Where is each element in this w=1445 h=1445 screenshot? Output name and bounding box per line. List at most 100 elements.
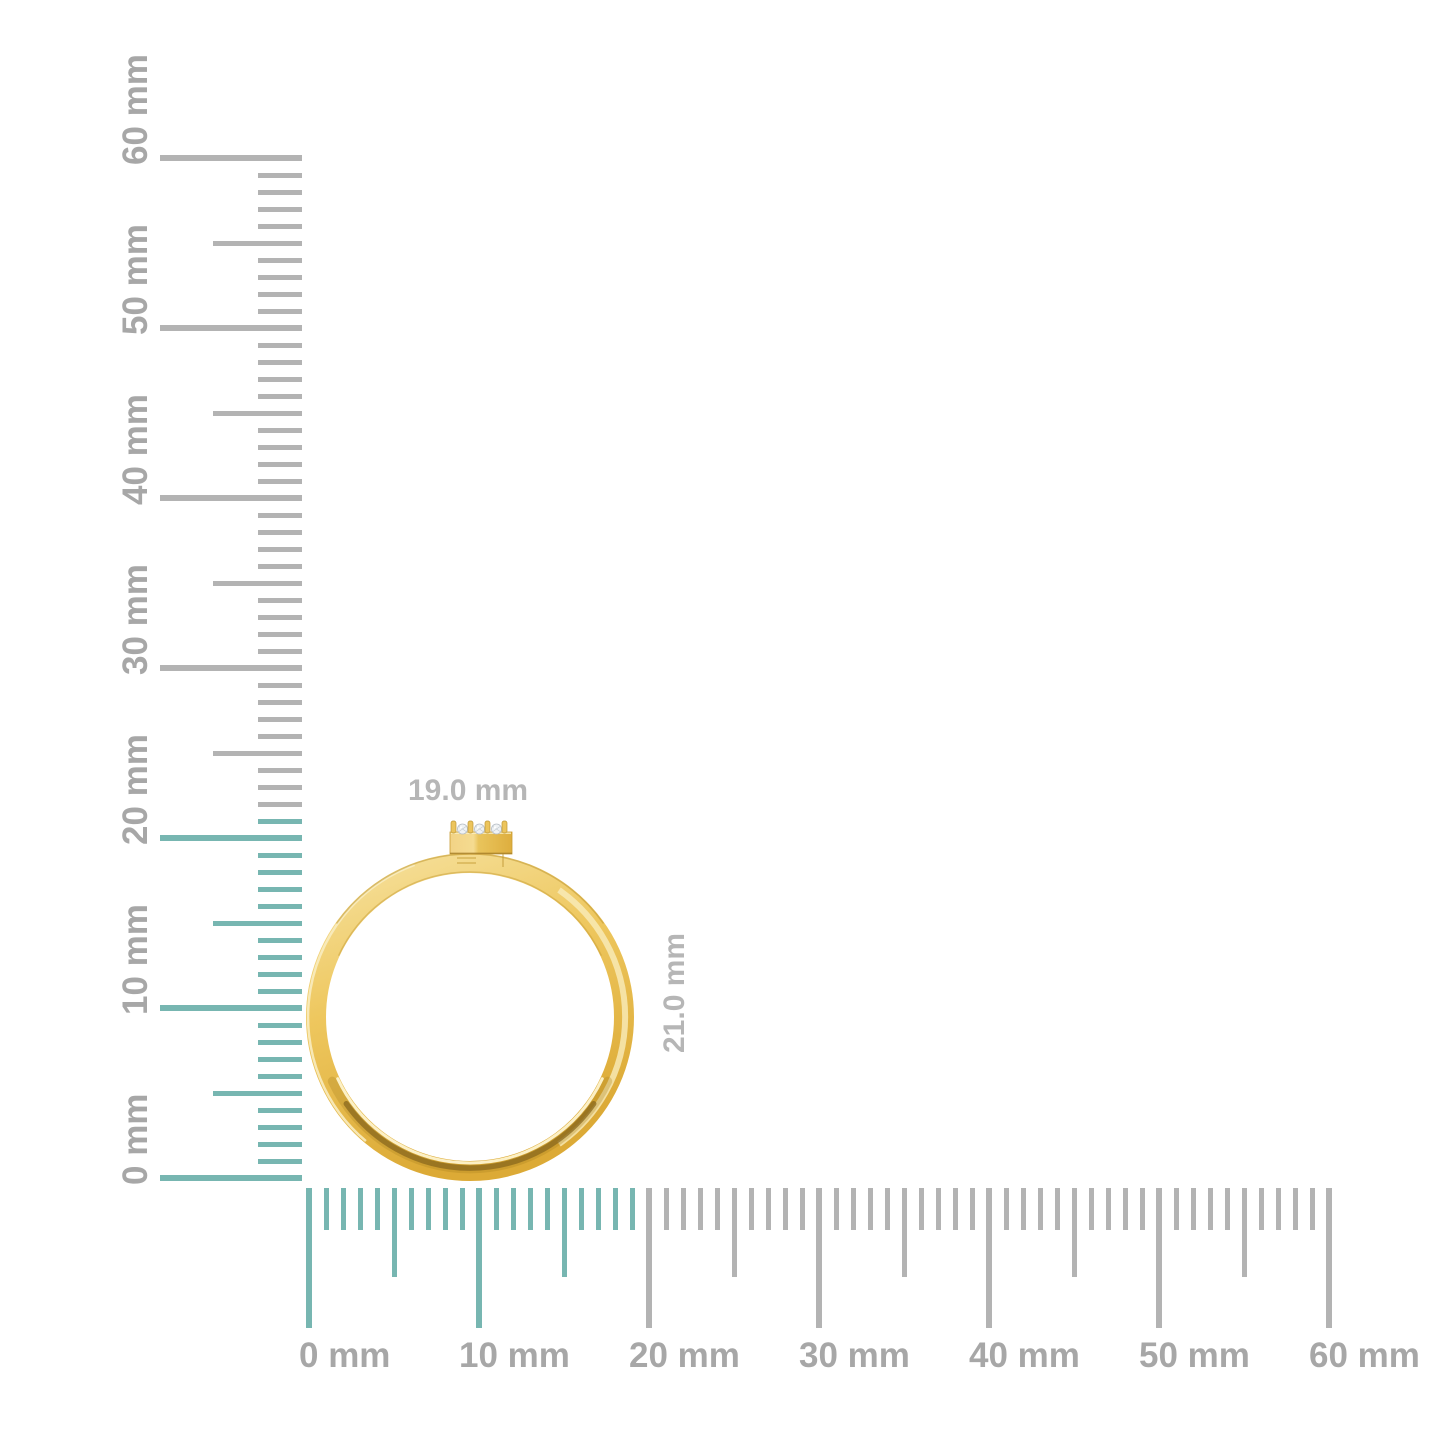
horizontal-ruler-label: 50 mm (1139, 1336, 1250, 1375)
horizontal-ruler-tick (1105, 1188, 1111, 1230)
horizontal-ruler-tick (578, 1188, 584, 1230)
vertical-ruler-label: 30 mm (116, 564, 155, 675)
vertical-ruler-tick (160, 1175, 302, 1181)
ring-setting (449, 831, 513, 855)
vertical-ruler-tick (160, 495, 302, 501)
horizontal-ruler-label: 40 mm (969, 1336, 1080, 1375)
vertical-ruler-label: 20 mm (116, 734, 155, 845)
vertical-ruler-label: 10 mm (116, 904, 155, 1015)
horizontal-ruler-tick (323, 1188, 329, 1230)
horizontal-ruler-tick (1088, 1188, 1094, 1230)
vertical-ruler-tick (258, 478, 302, 484)
horizontal-ruler-tick (493, 1188, 499, 1230)
horizontal-ruler-tick (850, 1188, 856, 1230)
horizontal-ruler-tick (357, 1188, 363, 1230)
vertical-ruler-tick (258, 801, 302, 807)
vertical-ruler-tick (258, 274, 302, 280)
horizontal-ruler-tick (1003, 1188, 1009, 1230)
vertical-ruler-tick (160, 665, 302, 671)
vertical-ruler-tick (258, 393, 302, 399)
band-seam (457, 854, 504, 867)
vertical-ruler-tick (258, 1141, 302, 1147)
horizontal-ruler-tick (561, 1188, 567, 1277)
horizontal-ruler-tick (425, 1188, 431, 1230)
vertical-ruler-tick (258, 546, 302, 552)
vertical-ruler-tick (258, 903, 302, 909)
vertical-ruler-tick (213, 580, 302, 586)
vertical-ruler-tick (213, 410, 302, 416)
horizontal-ruler-tick (1173, 1188, 1179, 1230)
vertical-ruler-tick (258, 359, 302, 365)
horizontal-ruler-tick (1241, 1188, 1247, 1277)
vertical-ruler-tick (258, 512, 302, 518)
horizontal-ruler-tick (748, 1188, 754, 1230)
vertical-ruler-tick (258, 461, 302, 467)
vertical-ruler-tick (258, 427, 302, 433)
vertical-ruler-tick (160, 325, 302, 331)
diamond-stone (491, 823, 502, 835)
horizontal-ruler-tick (1156, 1188, 1162, 1328)
horizontal-ruler-tick (731, 1188, 737, 1277)
vertical-ruler-tick (258, 767, 302, 773)
horizontal-ruler-tick (1207, 1188, 1213, 1230)
vertical-ruler-tick (258, 682, 302, 688)
vertical-ruler-tick (258, 376, 302, 382)
vertical-ruler-tick (213, 1090, 302, 1096)
vertical-ruler-tick (213, 750, 302, 756)
horizontal-ruler-tick (459, 1188, 465, 1230)
ring-width-label: 19.0 mm (408, 774, 529, 807)
horizontal-ruler-tick (816, 1188, 822, 1328)
vertical-ruler-tick (160, 155, 302, 161)
horizontal-ruler-tick (306, 1188, 312, 1328)
vertical-ruler-tick (258, 563, 302, 569)
horizontal-ruler-tick (680, 1188, 686, 1230)
diamond-stones (457, 823, 502, 835)
horizontal-ruler-tick (510, 1188, 516, 1230)
vertical-ruler-tick (258, 444, 302, 450)
horizontal-ruler-tick (646, 1188, 652, 1328)
horizontal-ruler-tick (391, 1188, 397, 1277)
horizontal-ruler-tick (782, 1188, 788, 1230)
horizontal-ruler-tick (884, 1188, 890, 1230)
horizontal-ruler-tick (969, 1188, 975, 1230)
horizontal-ruler-label: 20 mm (629, 1336, 740, 1375)
vertical-ruler-tick (258, 648, 302, 654)
vertical-ruler-tick (258, 308, 302, 314)
diamond-stone (457, 823, 468, 835)
horizontal-ruler-tick (1224, 1188, 1230, 1230)
vertical-ruler-tick (258, 631, 302, 637)
horizontal-ruler-label: 60 mm (1309, 1336, 1420, 1375)
horizontal-ruler-tick (765, 1188, 771, 1230)
horizontal-ruler-tick (799, 1188, 805, 1230)
horizontal-ruler-tick (901, 1188, 907, 1277)
horizontal-ruler-tick (1309, 1188, 1315, 1230)
vertical-ruler-label: 60 mm (116, 54, 155, 165)
vertical-ruler-tick (258, 954, 302, 960)
vertical-ruler-tick (258, 291, 302, 297)
vertical-ruler-tick (258, 189, 302, 195)
horizontal-ruler-tick (1326, 1188, 1332, 1328)
vertical-ruler-tick (258, 206, 302, 212)
vertical-ruler-tick (258, 937, 302, 943)
vertical-ruler-tick (258, 1158, 302, 1164)
horizontal-ruler-tick (340, 1188, 346, 1230)
vertical-ruler-tick (258, 1056, 302, 1062)
horizontal-ruler-tick (374, 1188, 380, 1230)
horizontal-ruler-tick (527, 1188, 533, 1230)
horizontal-ruler-tick (629, 1188, 635, 1230)
prong (501, 820, 508, 834)
horizontal-ruler-tick (612, 1188, 618, 1230)
ring-band (306, 853, 634, 1181)
vertical-ruler-tick (258, 614, 302, 620)
horizontal-ruler-tick (1190, 1188, 1196, 1230)
vertical-ruler-tick (160, 835, 302, 841)
horizontal-ruler-tick (935, 1188, 941, 1230)
prong (467, 820, 474, 834)
horizontal-ruler-tick (1258, 1188, 1264, 1230)
prong (450, 820, 457, 834)
vertical-ruler-tick (258, 869, 302, 875)
ring-image (306, 820, 634, 1181)
horizontal-ruler-tick (1054, 1188, 1060, 1230)
vertical-ruler-tick (258, 529, 302, 535)
